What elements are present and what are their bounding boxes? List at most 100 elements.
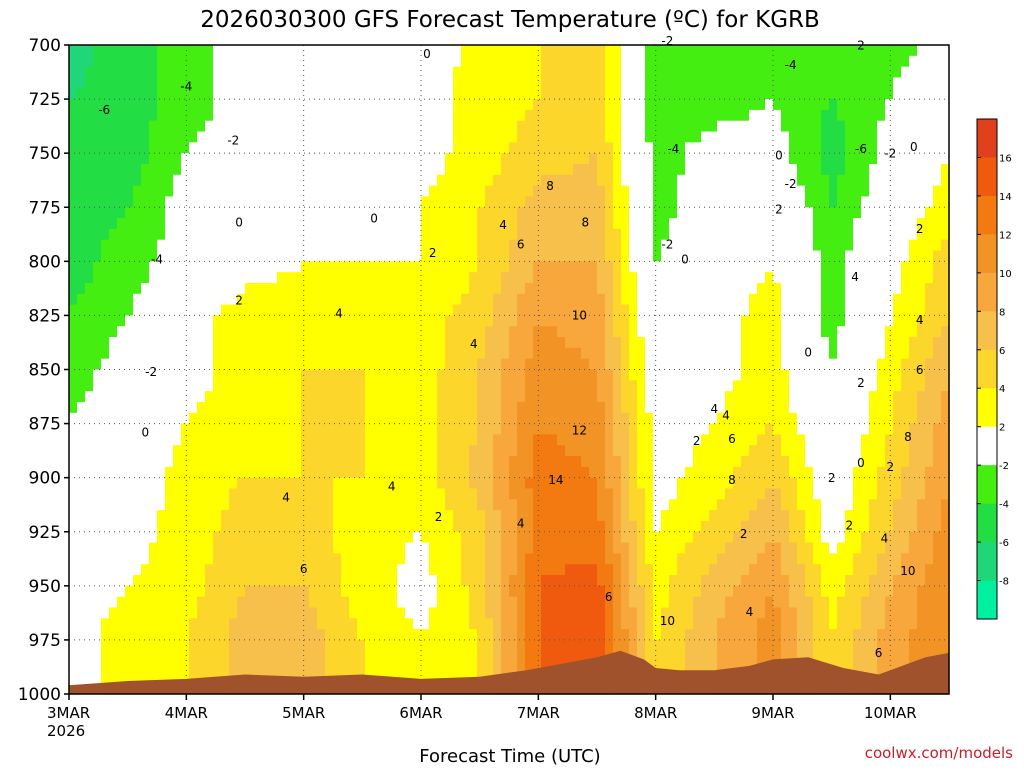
temperature-cell xyxy=(189,596,198,609)
temperature-cell xyxy=(693,575,702,587)
temperature-cell xyxy=(301,326,310,338)
temperature-cell xyxy=(165,488,174,500)
temperature-cell xyxy=(85,185,94,198)
temperature-cell xyxy=(525,293,534,306)
temperature-cell xyxy=(701,575,710,587)
temperature-cell xyxy=(157,477,166,490)
temperature-cell xyxy=(709,542,718,554)
temperature-cell xyxy=(669,650,678,663)
temperature-cell xyxy=(445,315,454,327)
temperature-cell xyxy=(301,109,310,122)
temperature-cell xyxy=(413,239,422,252)
temperature-cell xyxy=(173,585,182,598)
temperature-cell xyxy=(637,542,646,554)
temperature-cell xyxy=(453,380,462,392)
temperature-cell xyxy=(85,326,94,338)
temperature-cell xyxy=(277,77,286,89)
temperature-cell xyxy=(181,347,190,360)
temperature-cell xyxy=(85,196,94,208)
temperature-cell xyxy=(693,596,702,609)
temperature-cell xyxy=(221,358,230,371)
temperature-cell xyxy=(285,596,294,609)
temperature-cell xyxy=(389,218,398,230)
temperature-cell xyxy=(701,445,710,457)
temperature-cell xyxy=(669,542,678,554)
temperature-cell xyxy=(573,293,582,306)
temperature-cell xyxy=(629,228,638,241)
temperature-cell xyxy=(325,477,334,490)
temperature-cell xyxy=(165,585,174,598)
temperature-cell xyxy=(77,553,86,565)
temperature-cell xyxy=(365,142,374,154)
temperature-cell xyxy=(509,304,518,317)
temperature-cell xyxy=(693,45,702,57)
temperature-cell xyxy=(349,326,358,338)
temperature-cell xyxy=(461,434,470,446)
temperature-cell xyxy=(109,564,118,576)
temperature-cell xyxy=(653,326,662,338)
temperature-cell xyxy=(333,347,342,360)
temperature-cell xyxy=(565,185,574,198)
temperature-cell xyxy=(653,45,662,57)
temperature-cell xyxy=(397,326,406,338)
temperature-cell xyxy=(213,445,222,457)
temperature-cell xyxy=(477,347,486,360)
temperature-cell xyxy=(589,326,598,338)
temperature-cell xyxy=(605,218,614,230)
temperature-cell xyxy=(645,250,654,262)
temperature-cell xyxy=(373,575,382,587)
temperature-cell xyxy=(133,196,142,208)
temperature-cell xyxy=(549,185,558,198)
temperature-cell xyxy=(613,250,622,262)
temperature-cell xyxy=(717,77,726,89)
temperature-cell xyxy=(237,401,246,414)
temperature-cell xyxy=(357,575,366,587)
temperature-cell xyxy=(325,153,334,165)
temperature-cell xyxy=(333,131,342,143)
temperature-cell xyxy=(253,88,262,100)
temperature-cell xyxy=(501,466,510,479)
temperature-cell xyxy=(221,153,230,165)
temperature-cell xyxy=(117,282,126,295)
temperature-cell xyxy=(141,564,150,576)
temperature-cell xyxy=(709,120,718,133)
temperature-cell xyxy=(301,77,310,89)
temperature-cell xyxy=(445,466,454,479)
temperature-cell xyxy=(533,510,542,522)
temperature-cell xyxy=(157,499,166,511)
temperature-cell xyxy=(389,185,398,198)
temperature-cell xyxy=(477,315,486,327)
temperature-cell xyxy=(165,542,174,554)
temperature-cell xyxy=(421,553,430,565)
temperature-cell xyxy=(517,618,526,630)
temperature-cell xyxy=(341,369,350,381)
temperature-cell xyxy=(693,639,702,652)
temperature-cell xyxy=(701,607,710,619)
temperature-cell xyxy=(629,304,638,317)
temperature-cell xyxy=(533,358,542,371)
temperature-cell xyxy=(165,575,174,587)
temperature-cell xyxy=(117,250,126,262)
temperature-cell xyxy=(261,531,270,544)
temperature-cell xyxy=(709,618,718,630)
temperature-cell xyxy=(237,564,246,576)
temperature-cell xyxy=(157,585,166,598)
temperature-cell xyxy=(485,347,494,360)
temperature-cell xyxy=(421,650,430,663)
temperature-cell xyxy=(245,629,254,641)
temperature-cell xyxy=(141,618,150,630)
temperature-cell xyxy=(533,401,542,414)
temperature-cell xyxy=(293,618,302,630)
temperature-cell xyxy=(397,639,406,652)
temperature-cell xyxy=(541,347,550,360)
temperature-cell xyxy=(517,466,526,479)
temperature-cell xyxy=(421,272,430,284)
temperature-cell xyxy=(221,250,230,262)
temperature-cell xyxy=(357,250,366,262)
temperature-cell xyxy=(133,185,142,198)
temperature-cell xyxy=(365,282,374,295)
temperature-cell xyxy=(453,153,462,165)
temperature-cell xyxy=(381,55,390,68)
temperature-cell xyxy=(661,196,670,208)
temperature-cell xyxy=(517,412,526,425)
